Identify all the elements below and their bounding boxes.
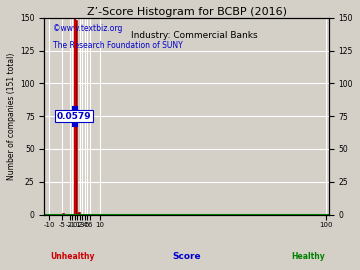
Text: 0.0579: 0.0579 — [57, 112, 91, 121]
Bar — [77, 212, 80, 215]
Text: Score: Score — [172, 252, 201, 261]
Text: ©www.textbiz.org: ©www.textbiz.org — [53, 24, 122, 33]
Text: Industry: Commercial Banks: Industry: Commercial Banks — [131, 31, 258, 40]
Bar — [62, 213, 64, 215]
Title: Z’-Score Histogram for BCBP (2016): Z’-Score Histogram for BCBP (2016) — [87, 7, 287, 17]
Y-axis label: Number of companies (151 total): Number of companies (151 total) — [7, 52, 16, 180]
Bar — [75, 20, 77, 215]
Text: Healthy: Healthy — [291, 252, 325, 261]
Text: Unhealthy: Unhealthy — [50, 252, 95, 261]
Text: The Research Foundation of SUNY: The Research Foundation of SUNY — [53, 41, 183, 50]
